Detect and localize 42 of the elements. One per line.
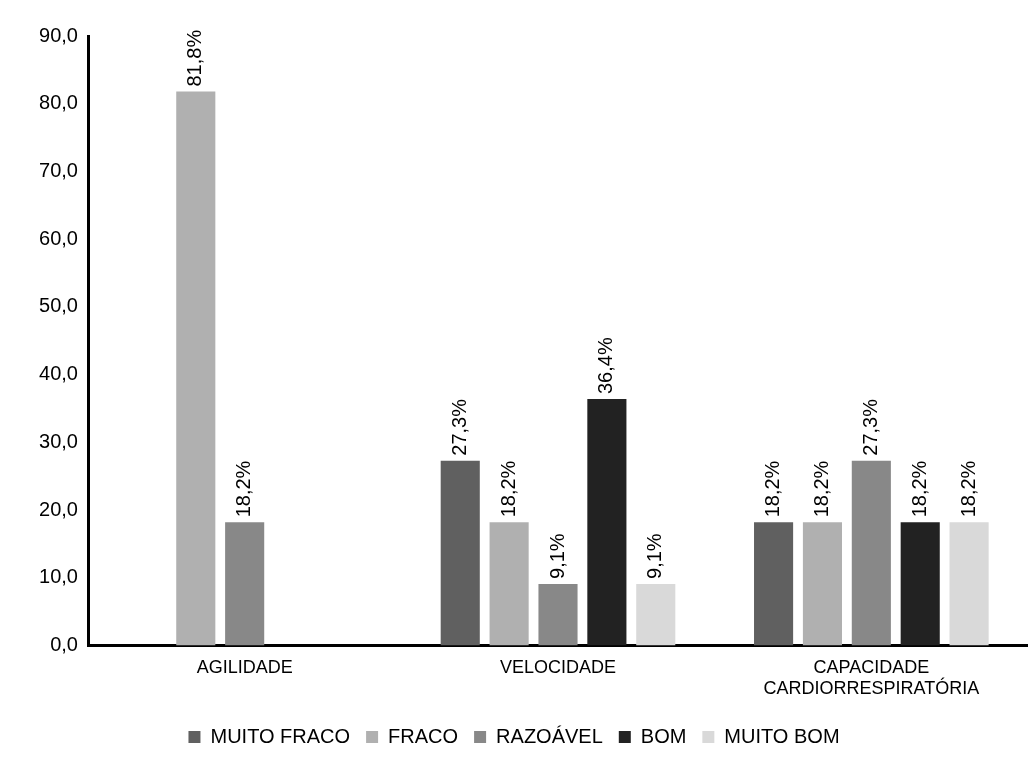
data-label: 18,2% — [232, 460, 255, 518]
y-tick-label: 30,0 — [39, 429, 78, 452]
legend-label: BOM — [640, 724, 687, 747]
x-tick-label: CAPACIDADE CARDIORRESPIRATÓRIA — [763, 656, 980, 698]
legend-label: FRACO — [388, 724, 459, 747]
y-tick-label: 60,0 — [39, 226, 78, 249]
bar — [754, 522, 794, 646]
data-label: 9,1% — [643, 533, 666, 579]
x-tick-label: AGILIDADE — [196, 656, 293, 677]
y-tick-label: 50,0 — [39, 294, 78, 317]
bar — [851, 460, 891, 646]
data-label: 18,2% — [809, 460, 832, 518]
y-tick-label: 20,0 — [39, 497, 78, 520]
x-tick-label: VELOCIDADE — [499, 656, 617, 677]
data-label: 27,3% — [858, 398, 881, 456]
data-label: 9,1% — [545, 533, 568, 579]
bar — [225, 522, 265, 646]
data-label: 27,3% — [447, 398, 470, 456]
y-tick-label: 70,0 — [39, 158, 78, 181]
bar — [949, 522, 989, 646]
y-tick-label: 80,0 — [39, 91, 78, 114]
bar — [176, 91, 216, 646]
data-label: 18,2% — [496, 460, 519, 518]
bar — [587, 399, 627, 646]
bar — [802, 522, 843, 646]
legend-label: RAZOÁVEL — [496, 724, 603, 747]
legend-label: MUITO BOM — [724, 724, 840, 747]
data-label: 81,8% — [183, 29, 206, 87]
y-tick-label: 40,0 — [39, 362, 78, 385]
y-tick-label: 90,0 — [39, 23, 78, 46]
data-label: 36,4% — [594, 337, 617, 395]
data-label: 18,2% — [956, 460, 979, 518]
legend-label: MUITO FRACO — [210, 724, 351, 747]
bar — [538, 583, 578, 646]
bar — [489, 522, 529, 646]
data-label: 18,2% — [761, 460, 784, 518]
y-tick-label: 10,0 — [39, 565, 78, 588]
y-tick-label: 0,0 — [50, 633, 78, 656]
data-label: 18,2% — [907, 460, 930, 518]
bar — [636, 583, 676, 646]
bar — [900, 522, 940, 646]
bar — [440, 460, 480, 646]
